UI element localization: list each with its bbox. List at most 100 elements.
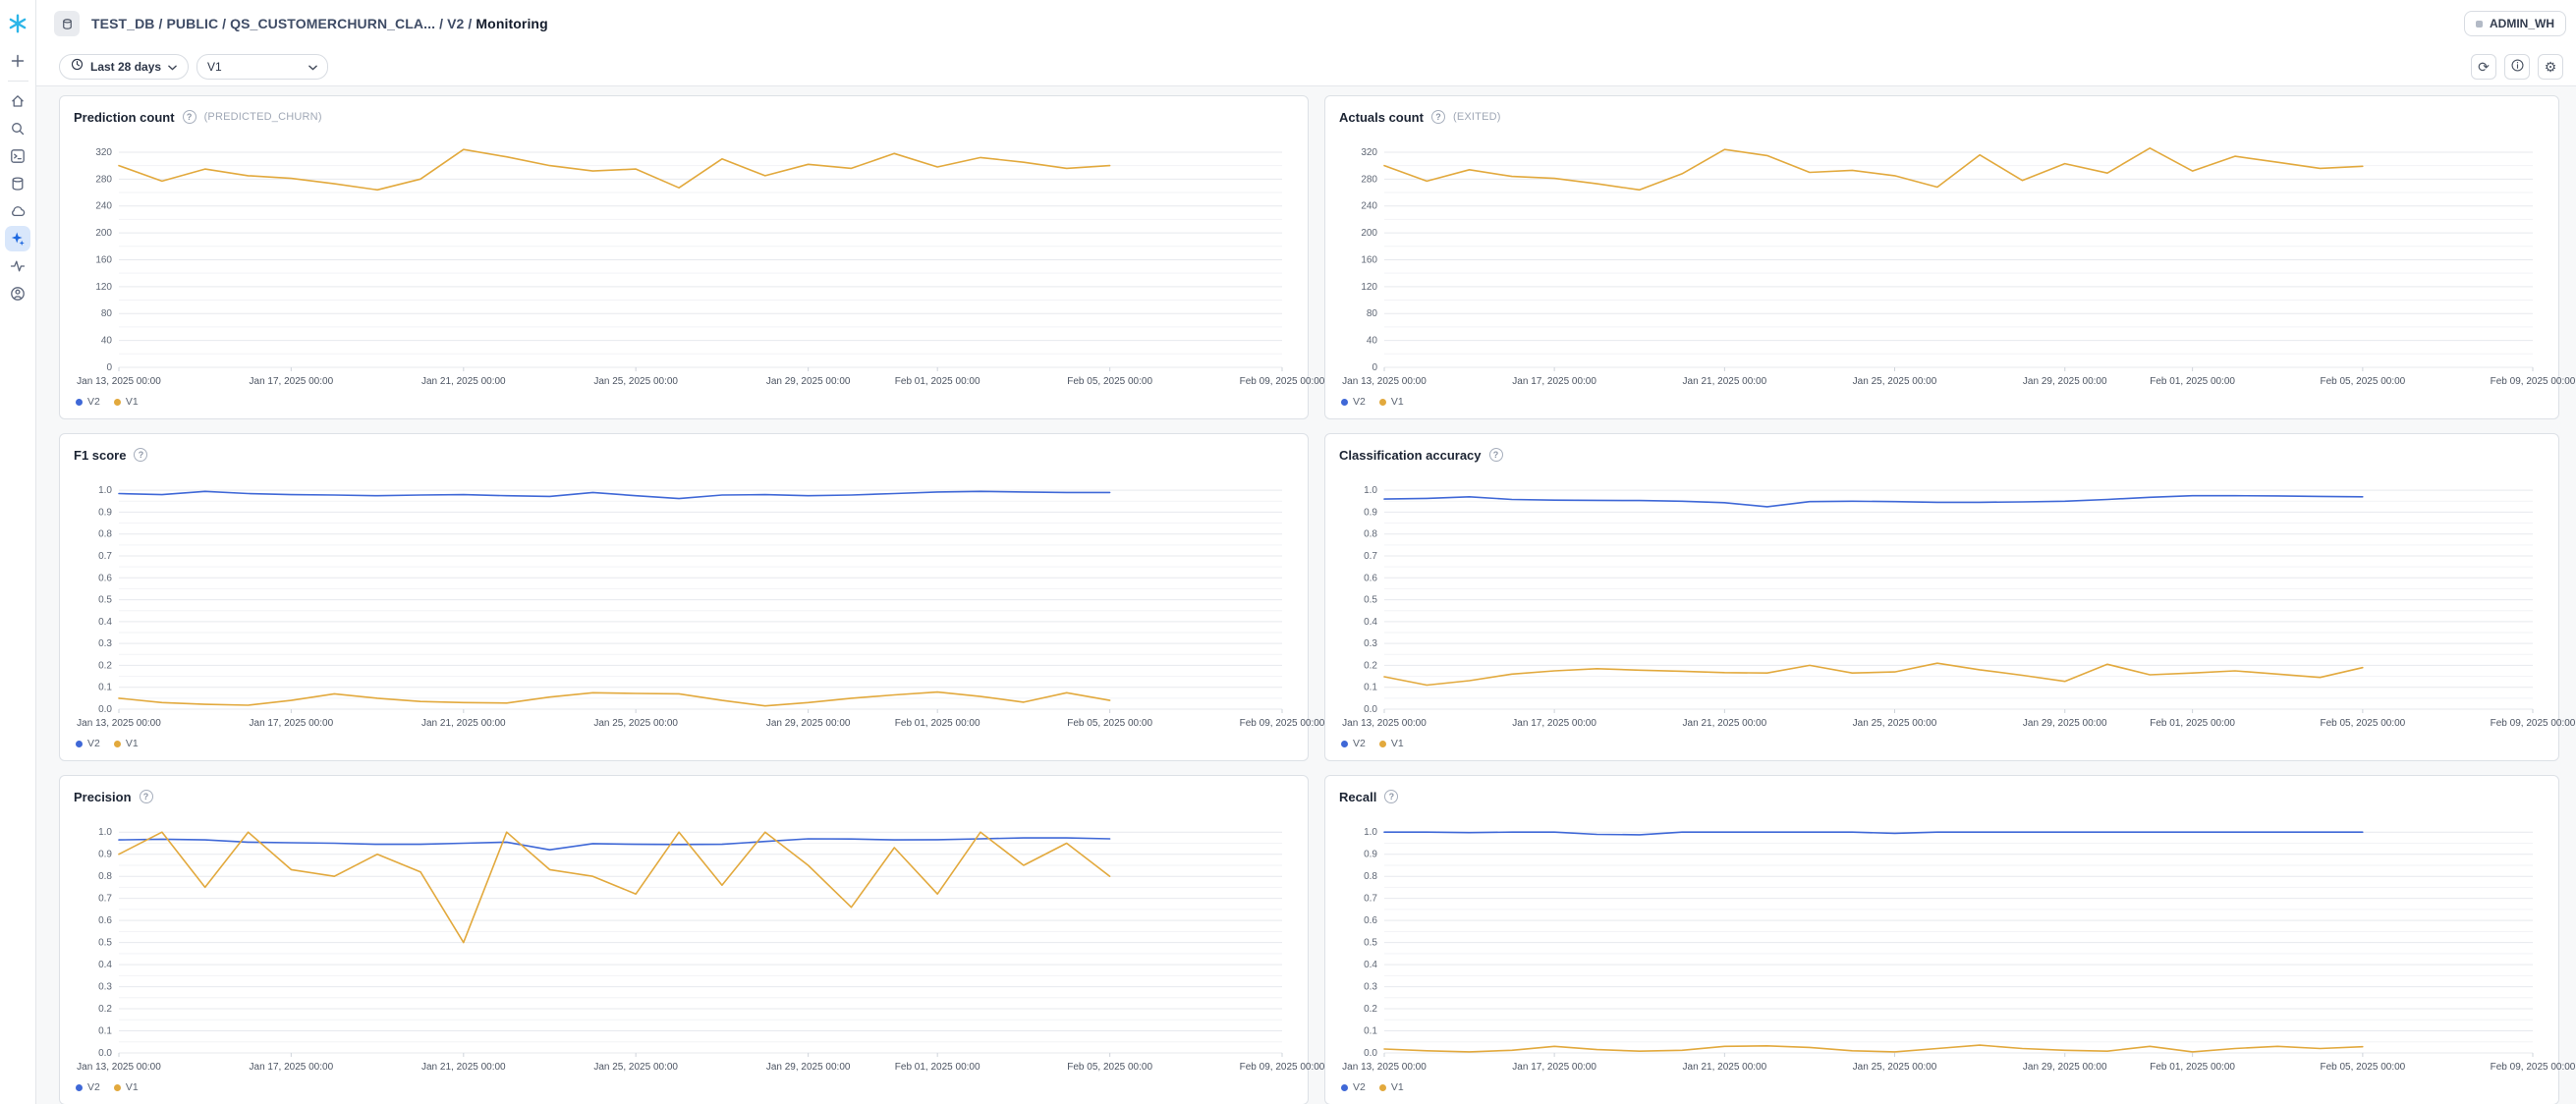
svg-text:0.1: 0.1 <box>98 1026 112 1037</box>
warehouse-label: ADMIN_WH <box>2490 17 2554 30</box>
breadcrumb: TEST_DB / PUBLIC / QS_CUSTOMERCHURN_CLA.… <box>91 16 548 31</box>
breadcrumb-version[interactable]: V2 <box>447 16 465 31</box>
svg-text:0.1: 0.1 <box>1364 1026 1377 1037</box>
line-chart[interactable]: 0.0 0.1 0.2 0.3 0.4 0.5 0.6 0.7 0.8 0.9 1.0 Jan 13,… <box>74 813 1325 1078</box>
sidebar <box>0 0 36 1104</box>
sidebar-item-home[interactable] <box>5 88 30 114</box>
sidebar-item-search[interactable] <box>5 116 30 141</box>
legend-label: V1 <box>1390 396 1404 408</box>
worksheets-icon <box>10 148 26 164</box>
version-select-value: V1 <box>207 59 222 74</box>
version-select[interactable]: V1 <box>196 53 329 80</box>
svg-text:Feb 09, 2025 00:00: Feb 09, 2025 00:00 <box>2491 718 2576 729</box>
svg-text:160: 160 <box>95 254 112 265</box>
sparkles-icon <box>10 231 26 247</box>
refresh-button[interactable]: ⟳ <box>2471 53 2496 80</box>
legend-item-v1[interactable]: V1 <box>113 738 139 749</box>
svg-text:Jan 29, 2025 00:00: Jan 29, 2025 00:00 <box>766 718 851 729</box>
legend-item-v2[interactable]: V2 <box>1341 738 1366 749</box>
legend-item-v2[interactable]: V2 <box>76 396 100 408</box>
svg-text:240: 240 <box>1361 201 1377 212</box>
legend-item-v1[interactable]: V1 <box>1378 738 1404 749</box>
card-precision: Precision 0.0 0.1 0.2 0.3 0.4 0.5 0.6 0.7 0.8 0.9… <box>59 775 1325 1104</box>
legend-dot <box>1378 1083 1386 1091</box>
sidebar-item-marketplace[interactable] <box>5 281 30 306</box>
help-icon[interactable] <box>1488 448 1503 462</box>
snowflake-logo[interactable] <box>7 13 28 39</box>
svg-text:80: 80 <box>101 308 113 319</box>
legend-item-v2[interactable]: V2 <box>76 1081 100 1093</box>
card-prediction-count: Prediction count (PREDICTED_CHURN) 0 40 80… <box>59 95 1325 419</box>
legend-label: V2 <box>1353 396 1366 408</box>
svg-text:0.0: 0.0 <box>98 1048 112 1059</box>
legend-label: V2 <box>1353 1081 1366 1093</box>
sidebar-item-ingestion[interactable] <box>5 198 30 224</box>
account-icon <box>10 286 26 302</box>
svg-text:Jan 21, 2025 00:00: Jan 21, 2025 00:00 <box>1683 1062 1767 1073</box>
svg-text:Jan 17, 2025 00:00: Jan 17, 2025 00:00 <box>1512 718 1596 729</box>
sidebar-item-monitoring[interactable] <box>5 253 30 279</box>
line-chart[interactable]: 0 40 80 120 160 200 240 280 320 Jan 13, 2025 00:0… <box>1339 134 2576 393</box>
legend-label: V1 <box>1390 1081 1404 1093</box>
help-icon[interactable] <box>134 448 148 462</box>
chart-title: Classification accuracy <box>1339 447 1482 463</box>
svg-text:0.2: 0.2 <box>1364 660 1377 671</box>
legend-item-v2[interactable]: V2 <box>1341 396 1366 408</box>
svg-text:0.9: 0.9 <box>1364 507 1377 518</box>
breadcrumb-path[interactable]: TEST_DB / PUBLIC / QS_CUSTOMERCHURN_CLA.… <box>91 16 436 31</box>
legend-item-v1[interactable]: V1 <box>113 396 139 408</box>
svg-text:0.0: 0.0 <box>1364 704 1377 715</box>
line-chart[interactable]: 0.0 0.1 0.2 0.3 0.4 0.5 0.6 0.7 0.8 0.9 1.0 Jan 13,… <box>1339 471 2576 735</box>
svg-text:Feb 05, 2025 00:00: Feb 05, 2025 00:00 <box>1067 1062 1152 1073</box>
chart-title: Actuals count <box>1339 109 1424 125</box>
line-chart[interactable]: 0.0 0.1 0.2 0.3 0.4 0.5 0.6 0.7 0.8 0.9 1.0 Jan 13,… <box>74 471 1325 735</box>
svg-text:0.2: 0.2 <box>1364 1004 1377 1015</box>
legend-dot <box>76 740 83 747</box>
monitoring-dashboard: Prediction count (PREDICTED_CHURN) 0 40 80… <box>36 86 2576 1104</box>
svg-text:0.5: 0.5 <box>1364 595 1377 606</box>
legend-dot <box>113 740 121 747</box>
legend-item-v1[interactable]: V1 <box>1378 396 1404 408</box>
create-button[interactable] <box>5 48 30 74</box>
sidebar-item-projects[interactable] <box>5 143 30 169</box>
legend-dot <box>1378 740 1386 747</box>
svg-text:0.4: 0.4 <box>1364 617 1377 628</box>
svg-text:0.9: 0.9 <box>98 850 112 860</box>
legend-item-v1[interactable]: V1 <box>1378 1081 1404 1093</box>
help-icon[interactable] <box>1430 110 1445 124</box>
svg-text:Jan 25, 2025 00:00: Jan 25, 2025 00:00 <box>1853 376 1937 387</box>
sidebar-item-data[interactable] <box>5 171 30 196</box>
svg-text:40: 40 <box>101 336 113 347</box>
line-chart[interactable]: 0 40 80 120 160 200 240 280 320 Jan 13, 2025 00:0… <box>74 134 1325 393</box>
svg-text:1.0: 1.0 <box>98 485 112 496</box>
activity-icon <box>10 258 26 274</box>
warehouse-selector[interactable]: ADMIN_WH <box>2464 11 2566 36</box>
svg-text:Feb 05, 2025 00:00: Feb 05, 2025 00:00 <box>2320 1062 2405 1073</box>
svg-text:Feb 09, 2025 00:00: Feb 09, 2025 00:00 <box>2491 376 2576 387</box>
info-button[interactable] <box>2504 53 2530 80</box>
svg-text:0.5: 0.5 <box>1364 938 1377 949</box>
svg-text:1.0: 1.0 <box>98 827 112 838</box>
svg-text:Feb 01, 2025 00:00: Feb 01, 2025 00:00 <box>2150 376 2235 387</box>
line-chart[interactable]: 0.0 0.1 0.2 0.3 0.4 0.5 0.6 0.7 0.8 0.9 1.0 Jan 13,… <box>1339 813 2576 1078</box>
chart-title: Prediction count <box>74 109 175 125</box>
svg-text:Feb 09, 2025 00:00: Feb 09, 2025 00:00 <box>1240 376 1325 387</box>
svg-text:200: 200 <box>95 228 112 239</box>
settings-button[interactable]: ⚙ <box>2538 53 2563 80</box>
svg-text:Jan 17, 2025 00:00: Jan 17, 2025 00:00 <box>250 376 334 387</box>
svg-text:Feb 01, 2025 00:00: Feb 01, 2025 00:00 <box>2150 1062 2235 1073</box>
breadcrumb-separator: / <box>468 16 473 31</box>
legend-item-v2[interactable]: V2 <box>76 738 100 749</box>
time-range-filter[interactable]: Last 28 days <box>59 53 190 80</box>
help-icon[interactable] <box>1384 790 1399 803</box>
help-icon[interactable] <box>182 110 196 124</box>
chevron-down-icon <box>308 58 317 76</box>
legend-item-v1[interactable]: V1 <box>113 1081 139 1093</box>
legend-item-v2[interactable]: V2 <box>1341 1081 1366 1093</box>
svg-text:Jan 21, 2025 00:00: Jan 21, 2025 00:00 <box>421 1062 506 1073</box>
help-icon[interactable] <box>139 790 153 803</box>
svg-text:0.3: 0.3 <box>98 638 112 649</box>
svg-text:Feb 09, 2025 00:00: Feb 09, 2025 00:00 <box>2491 1062 2576 1073</box>
sidebar-item-ai-ml[interactable] <box>5 226 30 251</box>
svg-text:Jan 25, 2025 00:00: Jan 25, 2025 00:00 <box>593 376 678 387</box>
